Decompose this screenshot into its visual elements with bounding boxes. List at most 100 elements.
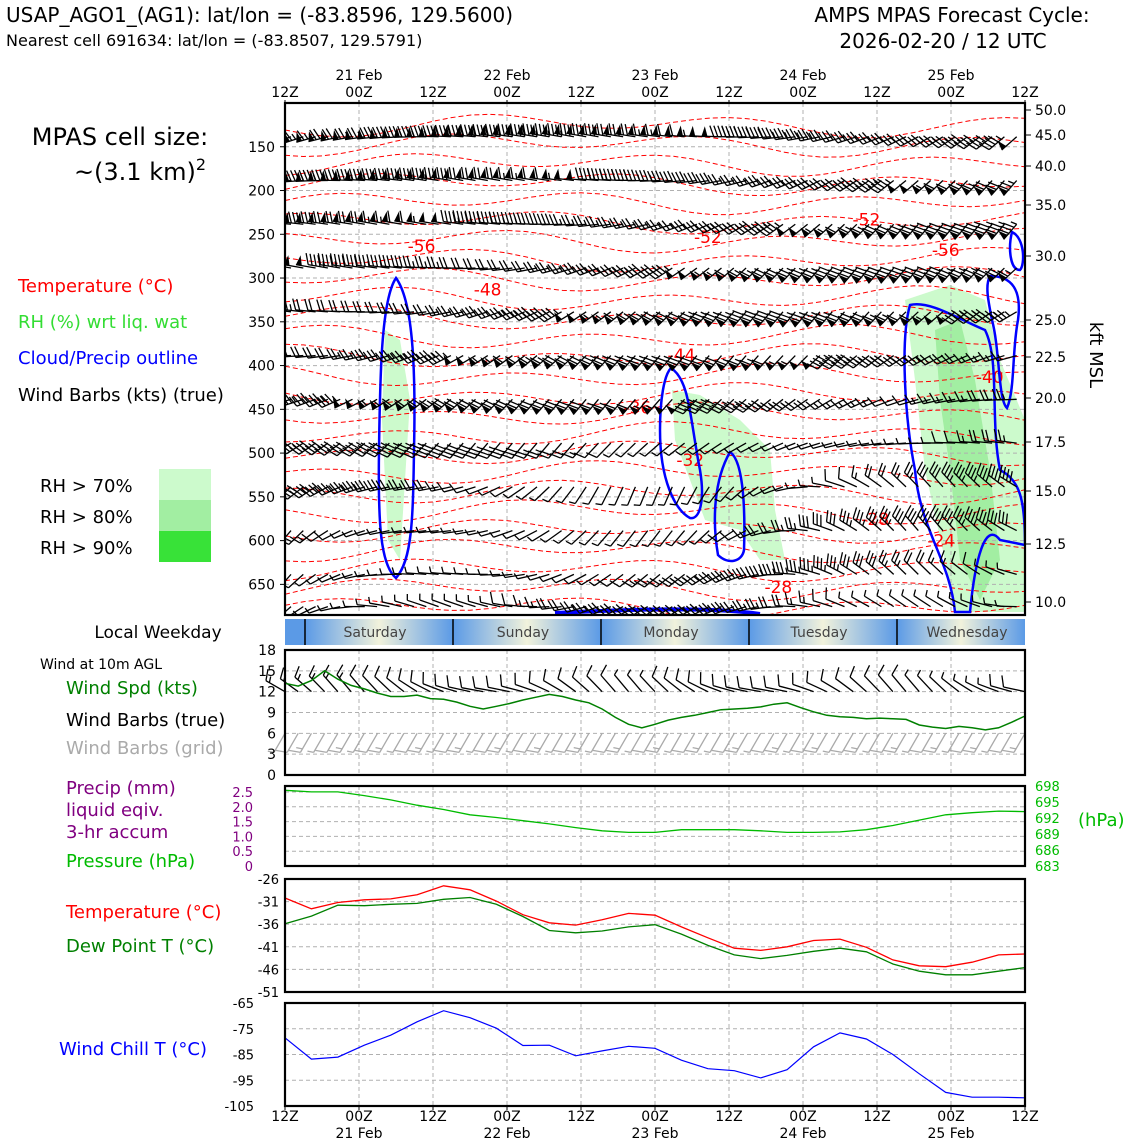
wind-barb (629, 530, 649, 548)
barb-full (931, 464, 939, 476)
barb-full (948, 228, 961, 235)
barb-half (657, 503, 665, 506)
barb-full (773, 128, 781, 140)
barb-half (822, 750, 830, 754)
wind-barb (973, 221, 993, 240)
barb-full (879, 358, 890, 367)
barb-staff (1000, 733, 1013, 753)
barb-full (784, 516, 789, 529)
wind-barb (811, 588, 833, 608)
wind-barb (628, 355, 649, 372)
grid-wind-barb (830, 733, 854, 754)
barb-full (329, 446, 341, 454)
wind-ytick-label: 12 (258, 685, 276, 701)
barb-full (480, 402, 492, 409)
true-wind-barb (1001, 675, 1026, 693)
barb-pennant (419, 402, 428, 412)
weekday-cell (601, 619, 749, 645)
barb-half (619, 220, 625, 228)
barb-full (285, 538, 290, 546)
barb-staff (577, 733, 590, 753)
barb-half (687, 450, 694, 456)
barb-full (345, 254, 350, 266)
temperature-contour-label: -52 (853, 211, 881, 231)
barb-full (348, 441, 360, 449)
wind-barb (415, 526, 439, 534)
barb-full (591, 263, 601, 274)
barb-full (993, 311, 1004, 321)
barb-full (501, 309, 511, 319)
wind-barb (858, 439, 882, 447)
barb-full (706, 573, 716, 583)
barb-full (490, 450, 503, 456)
barb-staff (697, 486, 710, 505)
barb-staff (558, 355, 575, 370)
barb-full (731, 528, 741, 539)
wind-barb (799, 556, 821, 575)
barb-staff (581, 311, 599, 324)
barb-full (488, 124, 493, 136)
barb-half (415, 526, 420, 533)
barb-full (691, 171, 698, 183)
barb-staff (564, 733, 577, 753)
barb-full (645, 220, 654, 231)
barb-staff (313, 733, 326, 753)
barb-full (372, 442, 384, 450)
barb-full (526, 310, 536, 320)
barb-full (366, 254, 371, 266)
barb-full (749, 127, 756, 139)
barb-full (964, 506, 970, 518)
barb-staff (492, 602, 513, 608)
wind-barb (285, 530, 304, 546)
barb-full (665, 314, 677, 321)
barb-full (322, 664, 330, 676)
barb-full (557, 667, 562, 679)
wind-ytick-label: 6 (267, 726, 276, 742)
barb-staff (498, 733, 511, 753)
barb-full (532, 212, 538, 225)
grid-wind-barb (645, 733, 669, 754)
barb-pennant (948, 185, 958, 195)
pressure-tick-label: 150 (248, 140, 275, 156)
true-wind-barb (723, 675, 748, 693)
barb-staff (722, 733, 735, 753)
barb-full (406, 255, 411, 268)
barb-full (698, 222, 708, 232)
barb-staff (682, 530, 698, 546)
barb-half (911, 397, 916, 404)
barb-half (675, 450, 682, 456)
barb-half (955, 182, 963, 187)
barb-pennant (800, 360, 810, 370)
barb-half (747, 491, 754, 497)
barb-half (502, 172, 506, 180)
barb-full (958, 511, 965, 523)
barb-half (665, 542, 672, 547)
wind-barb (467, 166, 488, 182)
barb-full (996, 309, 1007, 319)
barb-full (887, 272, 899, 278)
wind-barb (744, 524, 771, 537)
barb-pennant (529, 168, 536, 179)
grid-wind-barb (426, 733, 445, 754)
barb-full (842, 510, 847, 523)
barb-staff (891, 311, 907, 327)
wind-barb (302, 346, 328, 359)
barb-full (394, 255, 399, 267)
wind-barb (542, 486, 563, 503)
barb-full (348, 168, 354, 180)
barb-staff (382, 601, 402, 608)
barb-full (677, 315, 689, 322)
bottom-time-tick-label: 12Z (419, 1109, 446, 1125)
wind-barb (837, 466, 858, 488)
barb-full (612, 605, 622, 615)
barb-pennant (542, 359, 552, 369)
wind-barb (702, 311, 722, 328)
barb-full (861, 180, 873, 189)
true-wind-barb (422, 672, 444, 693)
barb-full (839, 552, 844, 564)
wind-barb (941, 134, 968, 149)
barb-full (302, 347, 309, 359)
wind-barb (800, 355, 821, 370)
true-wind-barb (675, 668, 695, 693)
barb-full (939, 550, 945, 562)
